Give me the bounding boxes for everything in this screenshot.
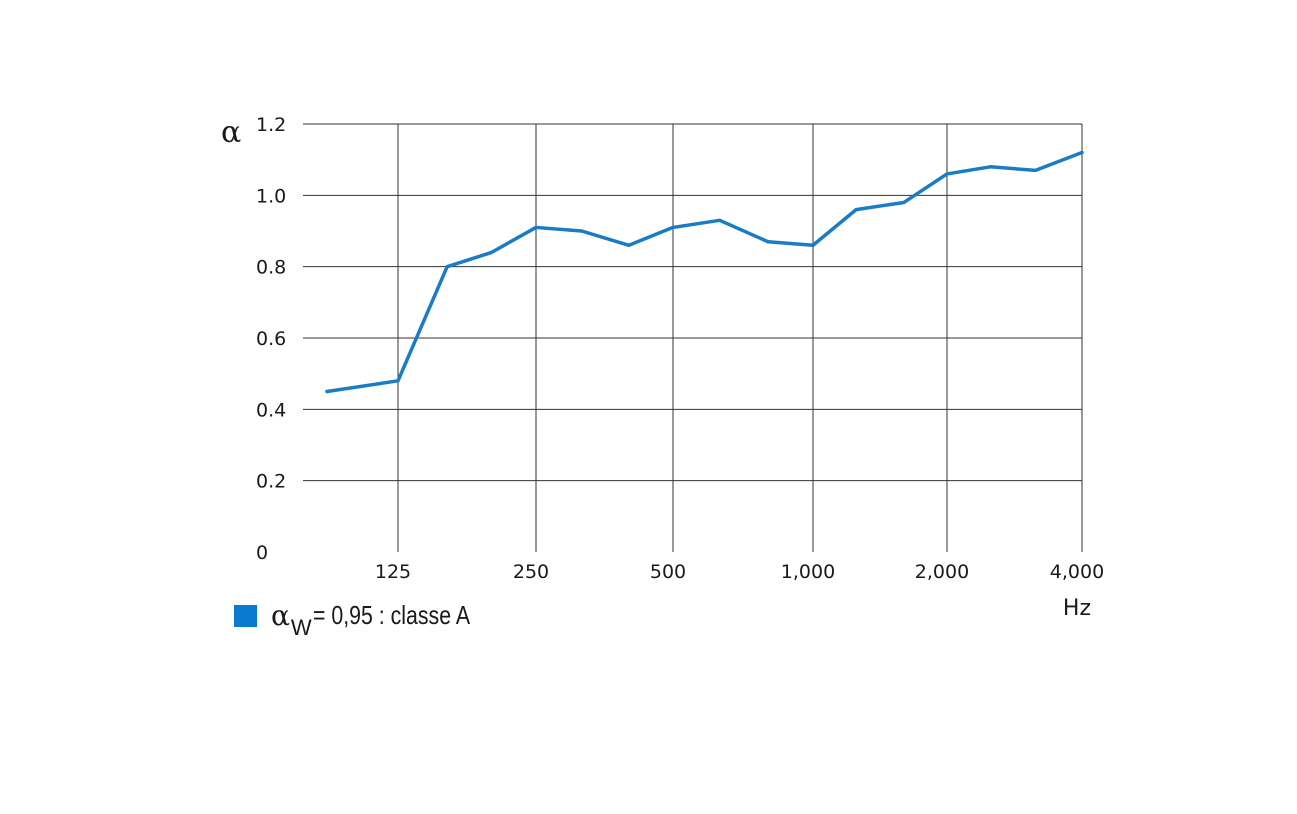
y-tick-label: 0.8 bbox=[256, 257, 286, 279]
data-point bbox=[945, 172, 949, 176]
y-tick-label: 1.0 bbox=[256, 185, 286, 207]
x-tick-label: 4,000 bbox=[1050, 561, 1104, 583]
series-line bbox=[325, 150, 1084, 394]
y-tick-label: 0.4 bbox=[256, 399, 286, 421]
legend-swatch bbox=[234, 604, 257, 627]
y-tick-label: 0.2 bbox=[256, 471, 286, 493]
data-point bbox=[718, 218, 722, 222]
legend-subscript: W bbox=[290, 614, 312, 640]
y-tick-label: 1.2 bbox=[256, 114, 286, 136]
x-tick-label: 2,000 bbox=[915, 561, 969, 583]
y-axis-symbol: α bbox=[221, 115, 241, 150]
data-point bbox=[627, 243, 631, 247]
data-point bbox=[988, 165, 993, 169]
data-point bbox=[325, 389, 329, 394]
data-point bbox=[811, 243, 815, 247]
data-point bbox=[1033, 168, 1038, 172]
y-tick-label: 0.6 bbox=[256, 328, 286, 350]
data-point bbox=[1080, 150, 1084, 155]
data-point bbox=[671, 225, 675, 230]
legend-alpha-symbol: α bbox=[271, 598, 290, 632]
series-layer bbox=[325, 150, 1084, 394]
tick-labels: 0 0.2 0.4 0.6 0.8 1.0 1.2 125 250 500 1,000 2,000 4,… bbox=[256, 114, 1104, 583]
data-point bbox=[396, 379, 400, 383]
data-point bbox=[766, 240, 770, 244]
x-tick-label: 250 bbox=[513, 561, 549, 583]
x-tick-label: 500 bbox=[650, 561, 686, 583]
grid bbox=[303, 123, 1083, 552]
data-point bbox=[580, 229, 584, 233]
data-point bbox=[854, 208, 858, 212]
data-point bbox=[902, 200, 906, 205]
data-point bbox=[445, 265, 449, 269]
legend-label: = 0,95 : classe A bbox=[312, 600, 470, 630]
legend: α W = 0,95 : classe A bbox=[234, 598, 504, 640]
data-point bbox=[489, 250, 494, 254]
x-tick-label: 1,000 bbox=[781, 561, 835, 583]
x-axis-unit-label: Hz bbox=[1063, 596, 1091, 621]
x-tick-label: 125 bbox=[375, 561, 411, 583]
y-tick-label: 0 bbox=[256, 542, 268, 564]
data-point bbox=[534, 225, 538, 230]
